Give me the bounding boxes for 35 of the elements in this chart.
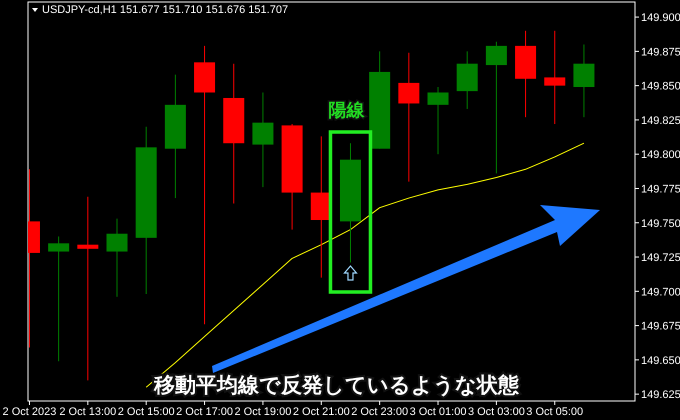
y-tick-label: 149.775: [641, 183, 680, 196]
x-tick-label: 2 Oct 2023: [2, 406, 56, 418]
x-tick-label: 2 Oct 21:00: [292, 406, 350, 418]
x-tick-label: 2 Oct 17:00: [176, 406, 233, 418]
y-tick-label: 149.650: [641, 354, 680, 367]
candlestick: [544, 30, 566, 125]
y-tick-label: 149.850: [641, 80, 680, 93]
y-tick-label: 149.800: [641, 149, 680, 162]
candlestick: [194, 45, 216, 325]
candlestick: [252, 92, 274, 188]
candlestick: [48, 236, 70, 362]
y-tick-label: 149.700: [641, 286, 680, 298]
chart-title: USDJPY-cd,H1 151.677 151.710 151.676 151.707: [42, 4, 288, 16]
y-tick-label: 149.825: [641, 114, 680, 127]
x-tick-label: 3 Oct 03:00: [468, 406, 525, 418]
candlestick: [398, 52, 420, 182]
y-tick-label: 149.675: [641, 320, 680, 333]
x-tick-label: 3 Oct 05:00: [526, 406, 584, 418]
candlestick: [428, 86, 449, 155]
candlestick: [106, 218, 128, 298]
y-tick-label: 149.875: [641, 46, 680, 58]
y-tick-label: 149.750: [641, 218, 680, 230]
candlestick: [486, 41, 507, 174]
annotation: 陽線: [328, 100, 366, 120]
y-tick-label: 149.900: [641, 12, 680, 24]
x-tick-label: 3 Oct 01:00: [410, 406, 466, 418]
x-tick-label: 2 Oct 15:00: [118, 406, 175, 418]
annotation: 移動平均線で反発しているような状態: [153, 373, 520, 397]
x-tick-label: 2 Oct 13:00: [59, 406, 116, 418]
candlestick: [77, 196, 98, 381]
y-tick-label: 149.625: [641, 389, 680, 402]
y-tick-label: 149.725: [641, 252, 680, 264]
candlestick: [573, 44, 594, 118]
x-tick-label: 2 Oct 19:00: [234, 406, 292, 418]
x-tick-label: 2 Oct 23:00: [351, 406, 408, 418]
